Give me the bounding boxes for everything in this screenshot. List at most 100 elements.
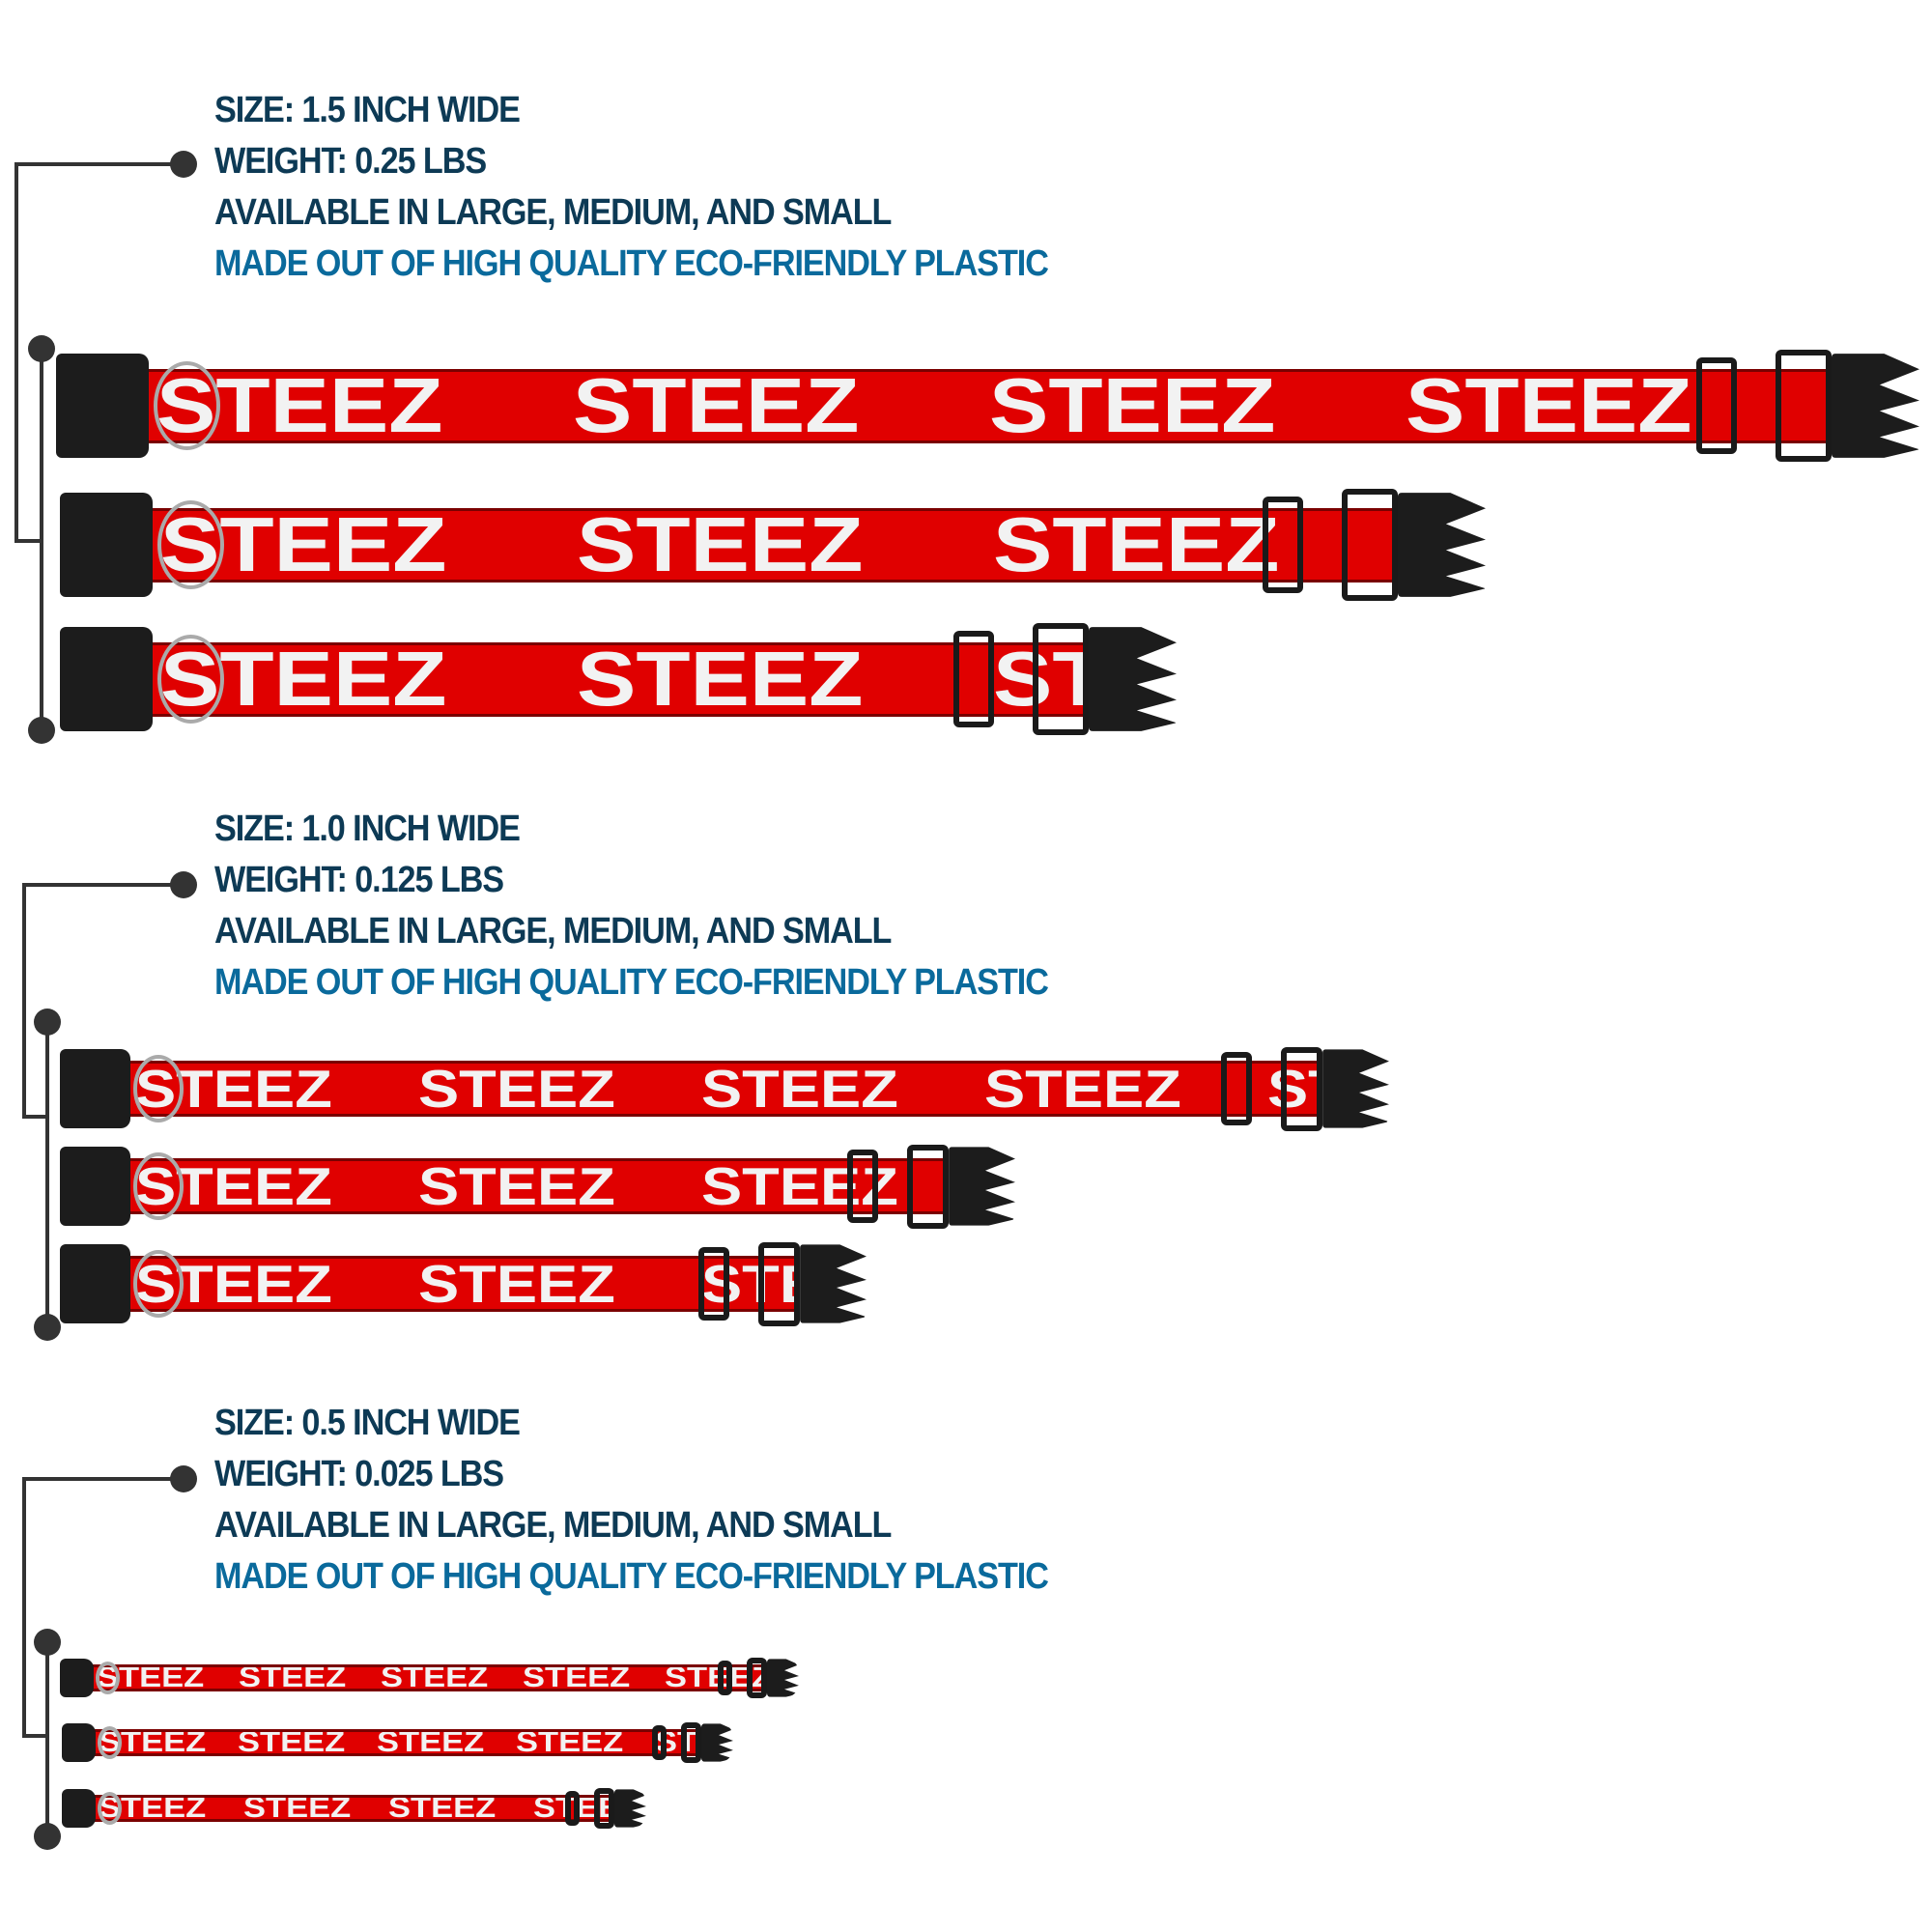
buckle-male-prongs: [700, 1723, 733, 1762]
collar-7: STEEZ STEEZ STEEZ STEEZ STEEZ: [60, 1651, 799, 1705]
adjuster-slider: [1263, 496, 1304, 594]
brand-print: STEEZ: [984, 1061, 1182, 1117]
adjuster-slider: [847, 1150, 878, 1223]
collar-5: STEEZ STEEZ STEEZ: [60, 1130, 1015, 1242]
d-ring: [133, 1055, 185, 1122]
availability-text: AVAILABLE IN LARGE, MEDIUM, AND SMALL: [214, 192, 892, 233]
collar-1: STEEZ STEEZ STEEZ STEEZ: [56, 331, 1919, 480]
buckle-frame: [1032, 623, 1089, 735]
buckle-female: [56, 354, 150, 458]
brand-print: STEEZ: [98, 1795, 206, 1822]
material-text: MADE OUT OF HIGH QUALITY ECO-FRIENDLY PL…: [214, 1556, 1049, 1597]
availability-text: AVAILABLE IN LARGE, MEDIUM, AND SMALL: [214, 1505, 892, 1546]
brand-print: STEEZ: [532, 1795, 612, 1822]
weight-text: WEIGHT: 0.125 LBS: [214, 860, 504, 900]
adjuster-slider: [1221, 1052, 1252, 1125]
buckle-male-prongs: [1831, 354, 1919, 458]
weight-text: WEIGHT: 0.025 LBS: [214, 1454, 504, 1494]
d-ring: [133, 1152, 185, 1220]
brand-print: STEEZ: [515, 1729, 623, 1756]
buckle-female: [60, 1049, 130, 1128]
brand-print: STEEZ: [701, 1158, 899, 1214]
brand-print: STEEZ: [418, 1256, 616, 1312]
d-ring: [97, 1792, 122, 1825]
connector-dot: [170, 151, 197, 178]
brand-print: STEEZ: [242, 1795, 351, 1822]
size-text: SIZE: 1.0 INCH WIDE: [214, 809, 521, 849]
connector-dot: [170, 871, 197, 898]
material-text: MADE OUT OF HIGH QUALITY ECO-FRIENDLY PL…: [214, 962, 1049, 1003]
availability-text: AVAILABLE IN LARGE, MEDIUM, AND SMALL: [214, 911, 892, 952]
material-text: MADE OUT OF HIGH QUALITY ECO-FRIENDLY PL…: [214, 243, 1049, 284]
brand-print: STEEZ: [380, 1664, 488, 1691]
connector-line: [22, 883, 26, 1115]
connector-dot: [28, 335, 55, 362]
connector-line: [45, 1642, 49, 1836]
buckle-female: [60, 627, 154, 731]
connector-dot: [34, 1823, 61, 1850]
collar-9: STEEZ STEEZ STEEZ STEEZ: [62, 1781, 646, 1835]
brand-print: STEEZ: [418, 1061, 616, 1117]
brand-print: STEEZ: [96, 1664, 204, 1691]
connector-line: [40, 349, 43, 730]
size-text: SIZE: 0.5 INCH WIDE: [214, 1403, 521, 1443]
connector-dot: [170, 1465, 197, 1492]
d-ring: [157, 499, 225, 590]
connector-line: [22, 883, 184, 887]
collar-strap: STEEZ STEEZ STEEZ STEEZ: [89, 1795, 612, 1822]
brand-print: STEEZ: [701, 1061, 899, 1117]
connector-line: [22, 1477, 26, 1734]
connector-line: [14, 539, 40, 543]
brand-print: STEEZ: [572, 368, 860, 443]
buckle-frame: [906, 1144, 950, 1229]
spec-block-1: SIZE: 1.5 INCH WIDE WEIGHT: 0.25 LBS AVA…: [214, 85, 1141, 290]
buckle-frame: [1341, 489, 1398, 601]
buckle-male-prongs: [1322, 1049, 1389, 1128]
brand-print: STEEZ: [418, 1158, 616, 1214]
collar-2: STEEZ STEEZ STEEZ: [60, 470, 1486, 619]
buckle-frame: [1775, 350, 1832, 462]
brand-print: STEEZ: [992, 507, 1280, 582]
adjuster-slider: [652, 1724, 668, 1761]
buckle-female: [60, 1659, 94, 1697]
adjuster-slider: [718, 1660, 733, 1696]
brand-print: STEEZ: [988, 368, 1276, 443]
connector-dot: [34, 1009, 61, 1036]
d-ring: [95, 1662, 120, 1694]
buckle-female: [60, 1147, 130, 1226]
d-ring: [133, 1250, 185, 1318]
buckle-frame: [593, 1788, 614, 1829]
weight-text: WEIGHT: 0.25 LBS: [214, 141, 487, 182]
adjuster-slider: [1696, 356, 1738, 455]
brand-print: STEEZ: [98, 1729, 206, 1756]
brand-print: STEEZ: [238, 1664, 346, 1691]
connector-dot: [34, 1629, 61, 1656]
connector-line: [14, 162, 184, 166]
buckle-male-prongs: [1088, 627, 1177, 731]
connector-line: [14, 162, 18, 539]
buckle-frame: [757, 1241, 801, 1326]
buckle-male-prongs: [766, 1659, 799, 1697]
brand-print: STEEZ: [992, 641, 1084, 717]
adjuster-slider: [565, 1790, 581, 1827]
buckle-frame: [746, 1658, 767, 1698]
brand-print: STEEZ: [237, 1729, 345, 1756]
connector-line: [22, 1477, 184, 1481]
connector-dot: [28, 717, 55, 744]
brand-print: STEEZ: [576, 507, 864, 582]
buckle-male-prongs: [800, 1244, 867, 1323]
connector-line: [45, 1022, 49, 1327]
brand-print: STEEZ: [387, 1795, 496, 1822]
brand-print: STEEZ: [576, 641, 864, 717]
d-ring: [157, 634, 225, 724]
